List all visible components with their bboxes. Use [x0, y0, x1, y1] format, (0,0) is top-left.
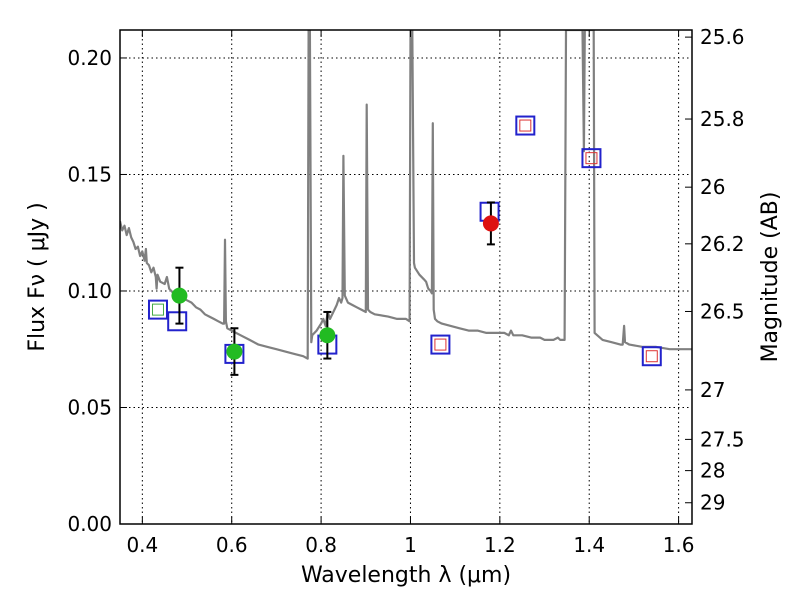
mag-tick-label: 29: [700, 491, 725, 515]
model-flux-inner-square: [519, 119, 532, 132]
x-tick-label: 1.6: [663, 533, 695, 557]
y-tick-label: 0.00: [67, 512, 112, 536]
model-flux-square: [581, 148, 602, 169]
model-flux-inner-square: [585, 152, 598, 165]
x-tick-label: 1: [404, 533, 417, 557]
model-flux-square: [167, 311, 188, 332]
y-tick-label: 0.15: [67, 162, 112, 186]
model-flux-inner-square: [645, 350, 658, 363]
mag-tick-label: 26: [700, 175, 725, 199]
marker-layer: [147, 115, 662, 376]
model-flux-inner-square: [151, 303, 164, 316]
y-tick-label: 0.05: [67, 395, 112, 419]
observed-flux-point: [482, 215, 499, 232]
grid: [120, 30, 692, 525]
mag-tick-label: 27.5: [700, 427, 745, 451]
model-flux-square: [430, 334, 451, 355]
plot-frame: [119, 29, 693, 525]
mag-tick-label: 26.2: [700, 232, 745, 256]
axes: 0.4 0.6 0.8 1 1.2 1.4 1.6 0.00 0.05 0.10 0.15 0.20 2…: [67, 25, 744, 557]
y-axis-label: Flux Fν ( μJy ): [25, 202, 50, 351]
observed-flux-point: [171, 287, 188, 304]
observed-flux-point: [226, 343, 243, 360]
mag-tick-label: 28: [700, 459, 725, 483]
model-flux-square: [515, 115, 536, 136]
x-tick-label: 0.8: [305, 533, 337, 557]
mag-tick-label: 27: [700, 378, 725, 402]
model-flux-square: [147, 299, 168, 320]
y-tick-label: 0.20: [67, 46, 112, 70]
y-tick-label: 0.10: [67, 279, 112, 303]
x-axis-label: Wavelength λ (μm): [301, 563, 511, 588]
spectrum-line: [120, 30, 692, 360]
mag-tick-label: 25.8: [700, 107, 745, 131]
mag-tick-label: 26.5: [700, 299, 745, 323]
mag-tick-label: 25.6: [700, 25, 745, 49]
spectrum-layer: [120, 30, 692, 360]
x-tick-label: 1.4: [573, 533, 605, 557]
right-axis-label: Magnitude (AB): [758, 192, 783, 363]
observed-flux-point: [319, 327, 336, 344]
model-flux-square: [641, 346, 662, 367]
model-flux-inner-square: [434, 338, 447, 351]
x-tick-label: 0.6: [216, 533, 248, 557]
x-tick-label: 0.4: [126, 533, 158, 557]
x-tick-label: 1.2: [484, 533, 516, 557]
